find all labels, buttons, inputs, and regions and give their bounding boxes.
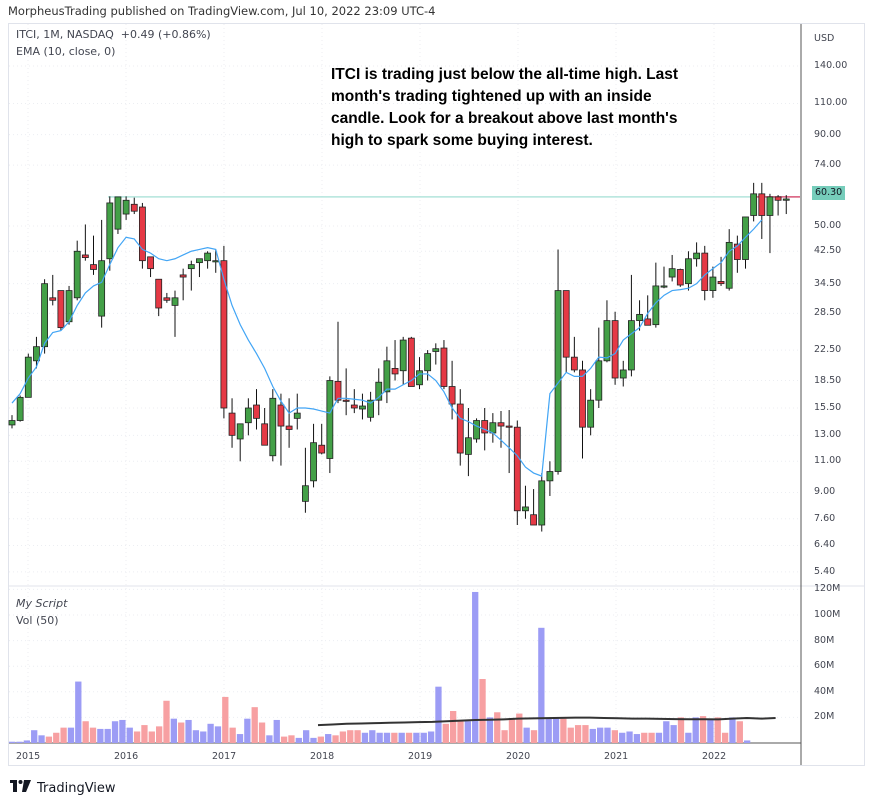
price-tick: 28.50 bbox=[814, 307, 842, 319]
price-tick: 34.50 bbox=[814, 277, 842, 289]
price-change: +0.49 (+0.86%) bbox=[120, 28, 211, 41]
currency-label: USD bbox=[814, 33, 835, 44]
price-tick: 140.00 bbox=[814, 60, 848, 71]
volume-tick: 100M bbox=[814, 609, 841, 620]
price-tick: 9.00 bbox=[814, 486, 836, 498]
price-tick: 42.50 bbox=[814, 245, 842, 257]
chart-frame bbox=[8, 23, 865, 766]
last-price-tag: 60.30 bbox=[812, 186, 845, 200]
pane2-title[interactable]: My Script bbox=[16, 597, 68, 610]
price-tick: 110.00 bbox=[814, 97, 848, 109]
price-tick: 6.40 bbox=[814, 539, 836, 551]
time-tick: 2016 bbox=[114, 751, 139, 762]
price-tick: 7.60 bbox=[814, 512, 836, 524]
price-tick: 18.50 bbox=[814, 374, 842, 386]
volume-tick: 120M bbox=[814, 583, 841, 595]
ema-legend[interactable]: EMA (10, close, 0) bbox=[16, 45, 116, 58]
price-tick: 90.00 bbox=[814, 128, 842, 140]
time-tick: 2021 bbox=[604, 751, 629, 762]
time-tick: 2020 bbox=[506, 751, 531, 762]
price-tick: 15.50 bbox=[814, 402, 842, 413]
symbol-info: ITCI, 1M, NASDAQ bbox=[16, 28, 114, 41]
annotation-text[interactable]: ITCI is trading just below the all-time … bbox=[331, 66, 679, 149]
price-tick: 22.50 bbox=[814, 344, 842, 356]
price-tick: 74.00 bbox=[814, 159, 842, 171]
time-tick: 2018 bbox=[310, 751, 335, 762]
price-tick: 50.00 bbox=[814, 220, 842, 231]
volume-tick: 40M bbox=[814, 685, 835, 697]
time-tick: 2017 bbox=[212, 751, 237, 762]
volume-legend[interactable]: Vol (50) bbox=[16, 614, 59, 627]
time-tick: 2019 bbox=[408, 751, 433, 762]
price-tick: 11.00 bbox=[814, 455, 842, 467]
tradingview-logo[interactable]: TradingView bbox=[10, 780, 116, 796]
volume-tick: 80M bbox=[814, 634, 835, 646]
price-tick: 5.40 bbox=[814, 565, 836, 577]
price-tick: 13.00 bbox=[814, 429, 842, 441]
publisher-line: MorpheusTrading published on TradingView… bbox=[8, 4, 436, 18]
volume-tick: 60M bbox=[814, 660, 835, 672]
tradingview-logo-icon bbox=[10, 780, 32, 796]
time-tick: 2015 bbox=[16, 751, 41, 762]
time-tick: 2022 bbox=[702, 751, 727, 762]
tradingview-brand: TradingView bbox=[37, 780, 116, 796]
volume-tick: 20M bbox=[814, 711, 835, 723]
symbol-legend[interactable]: ITCI, 1M, NASDAQ +0.49 (+0.86%) bbox=[16, 28, 211, 41]
